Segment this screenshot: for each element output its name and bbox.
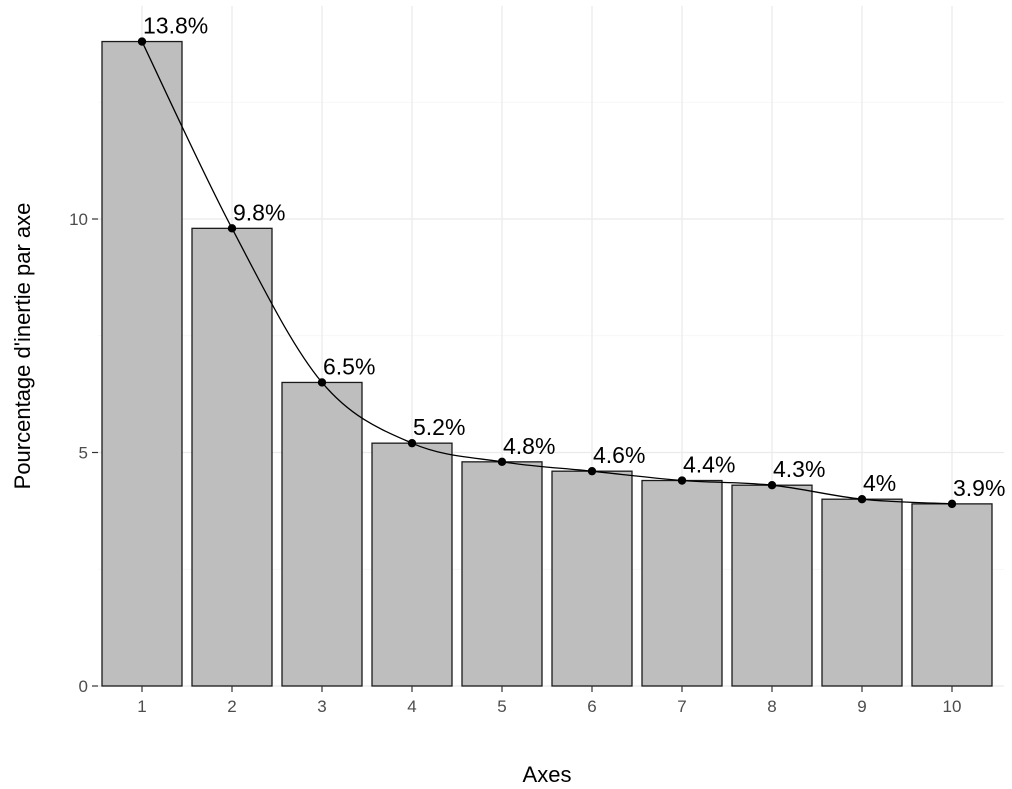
bar [641,479,723,687]
data-point [947,499,957,509]
bar [461,461,543,687]
bar [911,503,993,687]
data-point [677,476,687,485]
bar [551,470,633,687]
data-point [227,224,237,233]
data-labels: 13.8% 9.8% 6.5% 5.2% 4.8% 4.6% 4.4% 4.3% 4% 3.9% [143,13,1005,501]
data-point [857,495,867,504]
data-label: 6.5% [323,353,375,379]
y-tick-label: 0 [79,677,88,696]
data-label: 9.8% [233,199,285,225]
bar [371,442,453,687]
data-label: 4.3% [773,456,825,482]
bar [191,227,273,687]
data-label: 4.4% [683,452,735,478]
x-axis-title: Axes [523,762,572,787]
data-label: 13.8% [143,13,208,39]
data-point [497,457,507,467]
data-label: 4% [863,470,896,496]
x-tick-label: 5 [497,697,506,716]
x-tick-label: 3 [317,697,326,716]
bar [101,40,183,687]
x-tick-label: 9 [857,697,866,716]
x-tick-label: 2 [227,697,236,716]
x-tick-label: 10 [943,697,962,716]
data-label: 4.6% [593,442,645,468]
bars [101,40,993,687]
data-point [137,37,147,46]
x-tick-label: 8 [767,697,776,716]
axes: 0 5 10 1 2 3 4 5 6 7 8 9 10 [69,210,961,716]
x-tick-label: 7 [677,697,686,716]
data-point [317,378,327,387]
data-label: 3.9% [953,475,1005,501]
data-point [767,480,777,490]
trend-line [137,37,957,509]
bar [731,484,813,687]
x-tick-label: 4 [407,697,416,716]
x-tick-label: 6 [587,697,596,716]
x-tick-label: 1 [137,697,146,716]
bar [281,381,363,687]
data-point [407,438,417,448]
data-point [587,466,597,476]
y-tick-label: 10 [69,210,88,229]
data-label: 5.2% [413,414,465,440]
y-axis-title: Pourcentage d'inertie par axe [10,203,35,490]
y-tick-label: 5 [79,444,88,463]
data-label: 4.8% [503,433,555,459]
bar [821,498,903,687]
